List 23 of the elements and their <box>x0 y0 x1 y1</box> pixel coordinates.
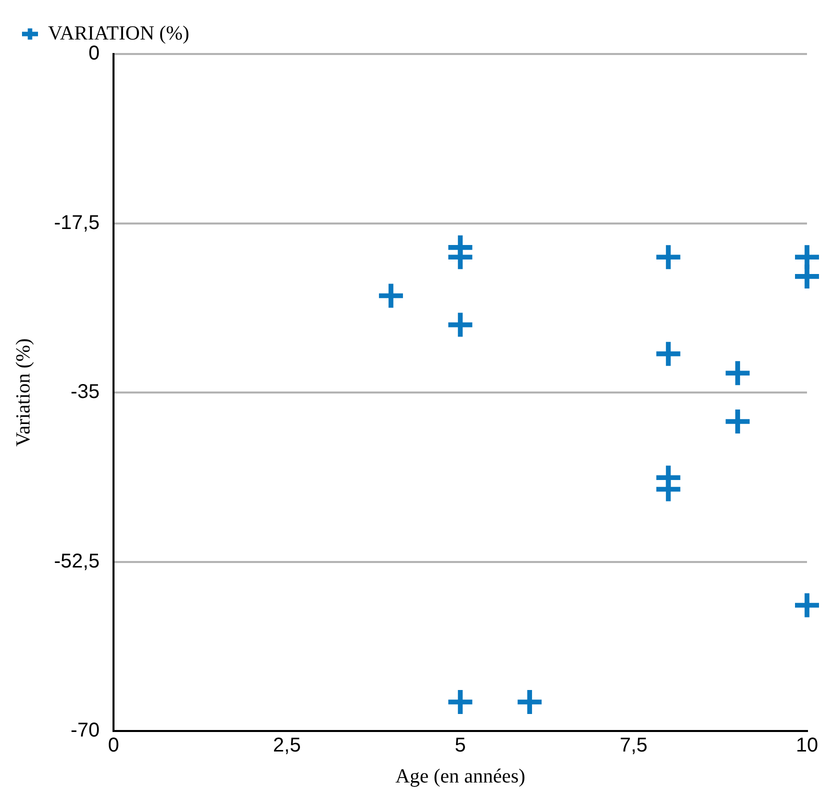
x-tick-label: 7,5 <box>620 734 648 757</box>
legend-label: VARIATION (%) <box>48 22 190 44</box>
y-tick-label: -17,5 <box>54 212 100 234</box>
point <box>448 690 472 714</box>
point <box>448 312 472 337</box>
point <box>795 264 819 288</box>
x-tick-label: 5 <box>454 734 466 757</box>
point <box>656 342 680 366</box>
point <box>726 410 750 434</box>
point <box>518 690 542 714</box>
x-tick-label: 10 <box>796 734 818 757</box>
x-tick-label: 2,5 <box>273 734 301 757</box>
y-axis-title: Variation (%) <box>12 338 34 447</box>
y-tick-label: -35 <box>70 381 100 404</box>
y-tick-label: -70 <box>70 720 100 742</box>
y-tick-label: -52,5 <box>54 550 100 572</box>
x-tick-label: 0 <box>108 734 120 757</box>
point <box>378 284 403 308</box>
point <box>795 593 819 618</box>
point <box>656 245 680 270</box>
point <box>726 361 750 386</box>
y-tick-label: 0 <box>88 42 100 65</box>
x-axis-title: Age (en années) <box>395 765 526 788</box>
